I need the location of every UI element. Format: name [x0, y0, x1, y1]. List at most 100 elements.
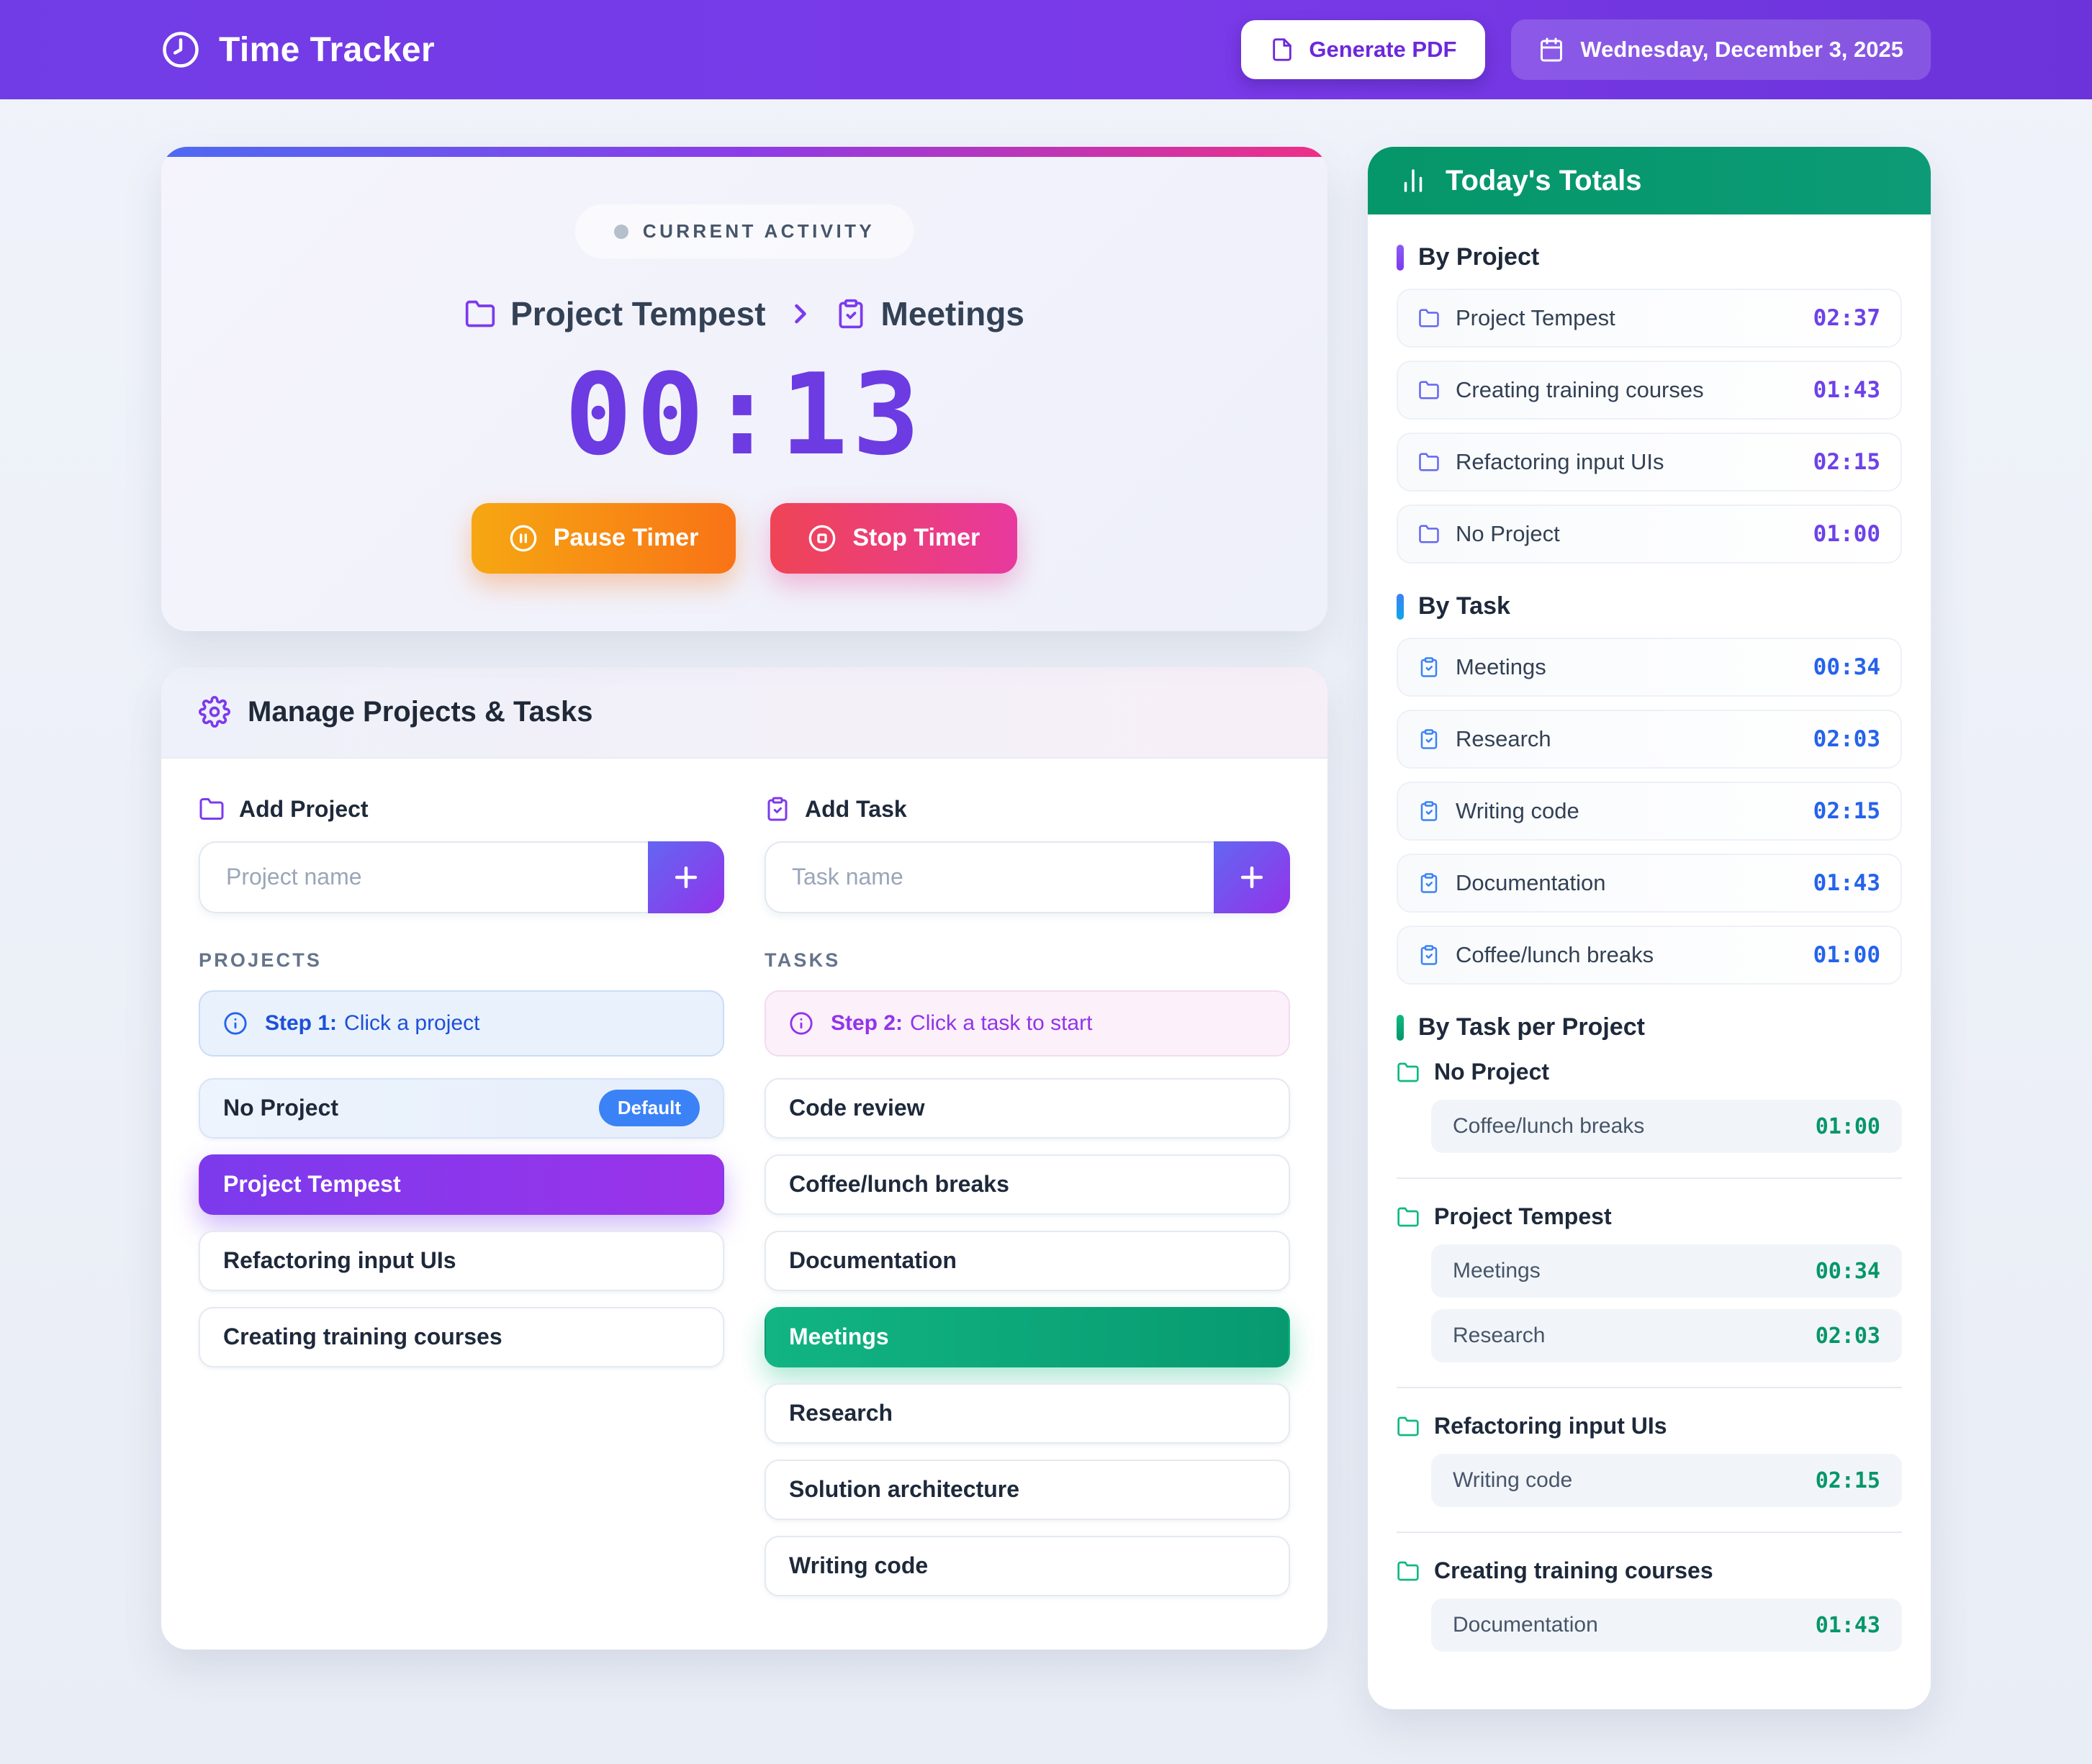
per-project-task-row: Documentation 01:43 — [1431, 1598, 1902, 1652]
folder-icon — [1397, 1206, 1420, 1229]
project-group: Project Tempest Meetings 00:34 Research 02:0… — [1397, 1177, 1902, 1362]
section-marker — [1397, 1014, 1404, 1041]
current-activity-card: CURRENT ACTIVITY Project Tempest Meeting — [161, 147, 1327, 631]
project-group-name: Refactoring input UIs — [1434, 1413, 1667, 1439]
folder-icon — [1397, 1560, 1420, 1583]
per-project-task-name: Meetings — [1453, 1259, 1541, 1283]
total-project-name: Refactoring input UIs — [1456, 449, 1664, 474]
per-project-task-name: Documentation — [1453, 1613, 1598, 1637]
folder-icon — [1397, 1415, 1420, 1438]
total-task-time: 00:34 — [1813, 654, 1880, 680]
current-activity-badge: CURRENT ACTIVITY — [574, 204, 914, 258]
by-project-list: Project Tempest 02:37 Creating training co… — [1397, 289, 1902, 564]
by-task-section: By Task Meetings 00:34 Research 02:03 Writin… — [1397, 592, 1902, 985]
per-project-task-row: Research 02:03 — [1431, 1309, 1902, 1362]
stop-timer-button[interactable]: Stop Timer — [770, 502, 1018, 574]
status-dot — [613, 224, 628, 239]
project-group: No Project Coffee/lunch breaks 01:00 — [1397, 1059, 1902, 1153]
total-project-time: 02:15 — [1813, 449, 1880, 475]
app-brand: Time Tracker — [161, 30, 435, 70]
project-group-name: Project Tempest — [1434, 1203, 1612, 1229]
total-task-name: Meetings — [1456, 654, 1546, 679]
clipboard-icon — [835, 298, 867, 330]
totals-title: Today's Totals — [1446, 164, 1642, 196]
task-row[interactable]: Writing code — [765, 1535, 1290, 1596]
generate-pdf-label: Generate PDF — [1309, 37, 1457, 62]
task-row-name: Research — [789, 1400, 893, 1426]
task-row[interactable]: Meetings — [765, 1306, 1290, 1367]
per-project-task-name: Coffee/lunch breaks — [1453, 1114, 1645, 1138]
active-task-crumb: Meetings — [835, 294, 1024, 333]
activity-breadcrumb: Project Tempest Meetings — [190, 294, 1299, 333]
task-row[interactable]: Research — [765, 1383, 1290, 1444]
project-row-name: Creating training courses — [223, 1324, 502, 1350]
total-task-name: Research — [1456, 726, 1551, 751]
total-task-time: 01:43 — [1813, 870, 1880, 896]
tasks-column: Add Task TASKS — [765, 796, 1290, 1612]
stop-circle-icon — [808, 524, 837, 553]
folder-icon — [199, 796, 225, 822]
by-project-heading: By Project — [1397, 243, 1902, 271]
add-project-button[interactable] — [648, 841, 724, 913]
project-group: Refactoring input UIs Writing code 02:15 — [1397, 1387, 1902, 1507]
manage-card-header: Manage Projects & Tasks — [161, 666, 1327, 759]
projects-heading: PROJECTS — [199, 949, 323, 971]
by-task-list: Meetings 00:34 Research 02:03 Writing code 02… — [1397, 638, 1902, 985]
folder-icon — [1418, 523, 1440, 545]
total-task-name: Documentation — [1456, 870, 1606, 895]
project-group-title: Project Tempest — [1397, 1203, 1902, 1230]
tasks-step-hint: Step 2: Click a task to start — [765, 990, 1290, 1057]
clipboard-icon — [1418, 944, 1440, 966]
total-by-task-row: Documentation 01:43 — [1397, 854, 1902, 913]
total-project-time: 01:00 — [1813, 521, 1880, 547]
plus-icon — [1236, 861, 1268, 893]
info-icon — [223, 1011, 248, 1036]
per-project-task-name: Writing code — [1453, 1468, 1573, 1492]
by-project-section: By Project Project Tempest 02:37 Creating … — [1397, 243, 1902, 564]
total-task-time: 02:15 — [1813, 798, 1880, 824]
task-name-input[interactable] — [765, 841, 1214, 913]
project-name-input[interactable] — [199, 841, 648, 913]
active-task-name: Meetings — [880, 295, 1024, 333]
task-row[interactable]: Code review — [765, 1077, 1290, 1139]
pause-circle-icon — [509, 524, 538, 553]
clipboard-icon — [1418, 728, 1440, 750]
total-by-task-row: Meetings 00:34 — [1397, 638, 1902, 697]
project-group-title: Creating training courses — [1397, 1557, 1902, 1584]
project-row[interactable]: Project Tempest — [199, 1154, 724, 1215]
section-marker — [1397, 593, 1404, 620]
total-by-project-row: No Project 01:00 — [1397, 505, 1902, 564]
active-project-crumb: Project Tempest — [464, 294, 766, 333]
by-task-heading: By Task — [1397, 592, 1902, 620]
by-task-per-project-section: By Task per Project No Project Coffee/lun… — [1397, 1013, 1902, 1652]
gear-icon — [199, 696, 230, 728]
task-row[interactable]: Solution architecture — [765, 1459, 1290, 1520]
folder-icon — [464, 298, 496, 330]
project-row[interactable]: No Project Default — [199, 1077, 724, 1139]
project-row-name: Project Tempest — [223, 1171, 401, 1198]
task-row-name: Documentation — [789, 1247, 957, 1274]
project-group-name: No Project — [1434, 1059, 1550, 1085]
date-button[interactable]: Wednesday, December 3, 2025 — [1511, 19, 1931, 80]
add-task-button[interactable] — [1214, 841, 1290, 913]
default-badge: Default — [598, 1090, 700, 1127]
total-by-task-row: Writing code 02:15 — [1397, 782, 1902, 841]
total-task-time: 02:03 — [1813, 726, 1880, 752]
project-row[interactable]: Creating training courses — [199, 1306, 724, 1367]
project-row[interactable]: Refactoring input UIs — [199, 1230, 724, 1291]
timer-display: 00:13 — [564, 349, 924, 480]
app-title: Time Tracker — [219, 30, 436, 69]
total-task-name: Writing code — [1456, 798, 1579, 823]
total-by-task-row: Coffee/lunch breaks 01:00 — [1397, 926, 1902, 985]
folder-icon — [1418, 451, 1440, 473]
task-row[interactable]: Coffee/lunch breaks — [765, 1154, 1290, 1215]
total-task-name: Coffee/lunch breaks — [1456, 942, 1654, 967]
todays-totals-card: Today's Totals By Project Project Tempes… — [1368, 147, 1931, 1709]
clipboard-icon — [765, 796, 790, 822]
per-project-task-row: Writing code 02:15 — [1431, 1454, 1902, 1507]
generate-pdf-button[interactable]: Generate PDF — [1241, 20, 1486, 79]
totals-header: Today's Totals — [1368, 147, 1931, 214]
pause-timer-button[interactable]: Pause Timer — [471, 502, 736, 574]
projects-step-hint: Step 1: Click a project — [199, 990, 724, 1057]
task-row[interactable]: Documentation — [765, 1230, 1290, 1291]
